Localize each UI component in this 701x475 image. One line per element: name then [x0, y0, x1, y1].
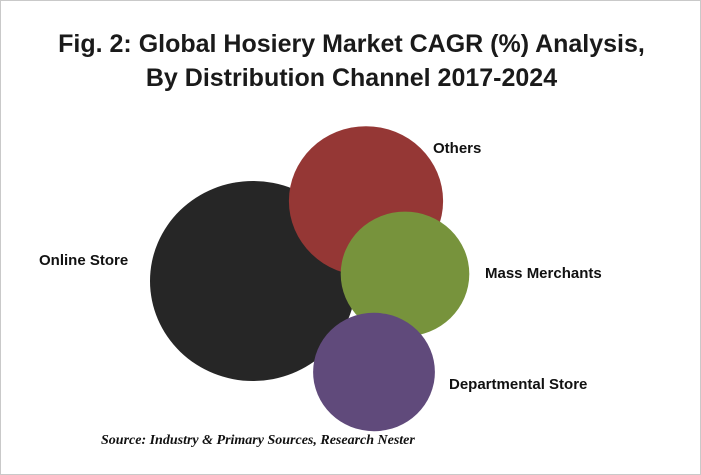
bubble-label-group: Online Store Others Mass Merchants Departme…: [39, 140, 602, 393]
chart-title-line-1: Fig. 2: Global Hosiery Market CAGR (%) A…: [58, 30, 645, 58]
bubble-label-mass-merchants: Mass Merchants: [485, 265, 602, 282]
chart-title: Fig. 2: Global Hosiery Market CAGR (%) A…: [1, 27, 700, 95]
bubble-label-departmental-store: Departmental Store: [449, 376, 587, 393]
bubble-label-online-store: Online Store: [39, 252, 128, 269]
bubble-mass-merchants: [340, 211, 470, 337]
bubble-label-others: Others: [433, 140, 481, 157]
bubble-departmental-store: [313, 312, 435, 432]
source-note: Source: Industry & Primary Sources, Rese…: [101, 433, 415, 448]
bubble-group: [150, 126, 470, 432]
chart-title-line-2: By Distribution Channel 2017-2024: [145, 64, 558, 92]
